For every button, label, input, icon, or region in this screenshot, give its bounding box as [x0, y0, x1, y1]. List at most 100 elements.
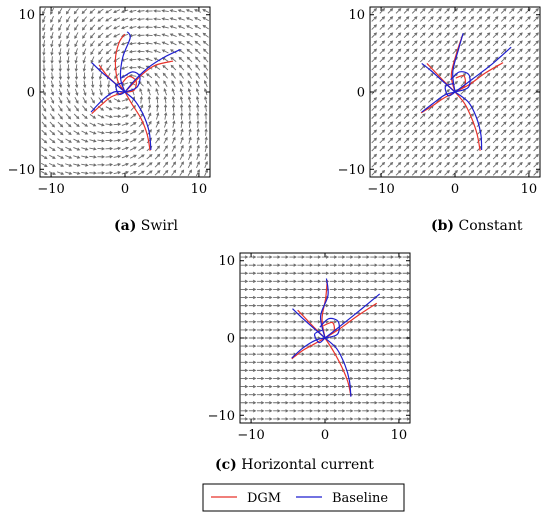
field-arrow [297, 271, 305, 275]
field-arrow [256, 271, 265, 275]
field-arrow [337, 393, 346, 397]
field-arrow [509, 32, 515, 38]
field-arrow [240, 312, 249, 316]
field-arrow [492, 113, 499, 119]
field-arrow [204, 112, 208, 120]
field-arrow [42, 72, 46, 80]
field-arrow [371, 169, 378, 176]
field-arrow [403, 89, 410, 95]
field-arrow [195, 72, 200, 79]
field-arrow [42, 64, 46, 72]
field-arrow [40, 171, 48, 175]
field-arrow [281, 384, 289, 389]
field-arrow [517, 89, 523, 95]
field-arrow [240, 320, 249, 324]
field-arrow [387, 129, 394, 136]
field-arrow [105, 56, 112, 63]
field-arrow [444, 32, 450, 38]
field-arrow [169, 49, 177, 54]
field-arrow [386, 312, 394, 316]
field-arrow [436, 169, 442, 176]
field-arrow [371, 16, 378, 22]
field-arrow [444, 105, 450, 111]
field-arrow [179, 144, 184, 152]
trajectory-baseline [115, 82, 126, 96]
field-arrow [163, 128, 168, 136]
field-arrow [370, 312, 378, 316]
field-arrow [362, 344, 370, 348]
field-arrow [386, 368, 394, 373]
field-arrow [81, 171, 89, 175]
field-arrow [97, 40, 104, 47]
field-arrow [82, 32, 87, 39]
trajectory-baseline [421, 91, 456, 113]
field-arrow [379, 16, 386, 22]
field-arrow [492, 80, 499, 87]
field-arrow [82, 40, 87, 48]
field-arrow [90, 97, 95, 104]
field-arrow [354, 263, 362, 267]
field-arrow [163, 153, 169, 160]
field-arrow [65, 163, 73, 167]
field-arrow [177, 17, 185, 21]
field-arrow [484, 16, 491, 22]
caption-a-text: Swirl [141, 218, 179, 234]
field-arrow [362, 384, 370, 389]
field-arrow [533, 137, 539, 144]
field-arrow [321, 417, 330, 421]
field-arrow [452, 137, 458, 144]
field-arrow [476, 97, 483, 103]
field-arrow [297, 401, 305, 405]
field-arrow [58, 16, 63, 23]
field-arrow [476, 16, 483, 22]
field-arrow [484, 48, 491, 55]
field-arrow [525, 8, 531, 14]
trajectory-dgm [454, 91, 481, 151]
field-arrow [313, 295, 322, 300]
trajectory-baseline [319, 278, 329, 339]
field-arrow [394, 344, 403, 348]
field-arrow [354, 287, 362, 292]
field-arrow [402, 303, 411, 308]
field-arrow [419, 80, 426, 87]
field-arrow [403, 8, 410, 14]
field-arrow [444, 169, 450, 176]
field-arrow [121, 138, 129, 143]
field-arrow [179, 80, 184, 88]
field-arrow [509, 153, 515, 160]
field-arrow [154, 72, 161, 79]
field-arrow [468, 32, 475, 38]
field-arrow [379, 169, 386, 176]
field-arrow [289, 376, 297, 381]
field-arrow [362, 271, 370, 275]
field-arrow [281, 263, 289, 267]
field-arrow [240, 255, 249, 259]
field-arrow [460, 48, 467, 55]
field-arrow [378, 393, 386, 397]
field-arrow [428, 153, 434, 160]
field-arrow [460, 153, 467, 160]
field-arrow [82, 56, 86, 64]
field-arrow [89, 147, 97, 151]
field-arrow [50, 56, 54, 64]
field-arrow [386, 344, 394, 348]
field-arrow [492, 40, 499, 47]
field-arrow [345, 328, 354, 332]
field-arrow [97, 171, 105, 175]
y-tick-label: 0 [27, 86, 35, 101]
field-arrow [460, 40, 467, 47]
field-arrow [194, 17, 202, 22]
field-arrow [370, 401, 378, 405]
field-arrow [73, 16, 79, 23]
field-arrow [411, 48, 418, 55]
field-arrow [509, 105, 515, 111]
field-arrow [305, 255, 314, 259]
field-arrow [394, 263, 403, 267]
field-arrow [402, 344, 411, 348]
trajectory-baseline [452, 33, 464, 93]
field-arrow [403, 105, 410, 111]
field-arrow [387, 72, 394, 79]
field-arrow [379, 129, 386, 136]
field-arrow [402, 295, 411, 300]
field-arrow [370, 409, 378, 413]
